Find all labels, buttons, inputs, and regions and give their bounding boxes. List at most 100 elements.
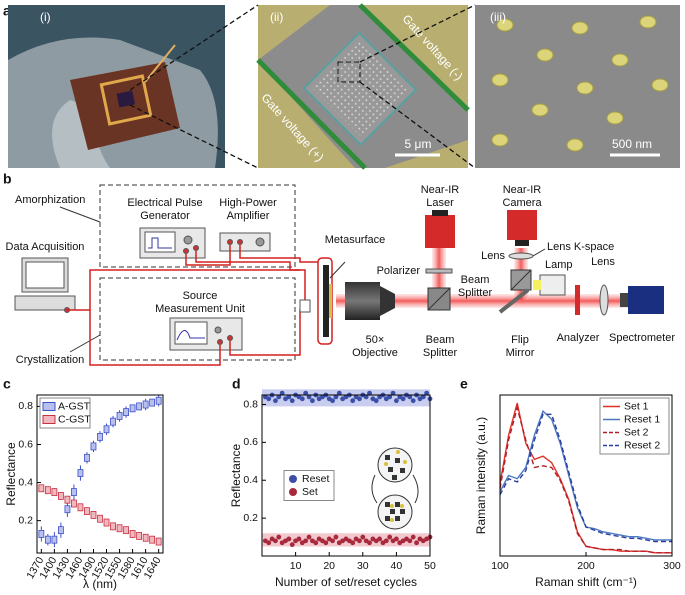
box <box>116 412 123 420</box>
box <box>116 524 123 533</box>
point <box>363 394 369 400</box>
label: High-Power <box>219 197 277 209</box>
label: Beam <box>461 274 490 286</box>
point <box>400 396 406 402</box>
instruments <box>14 227 271 351</box>
point <box>276 534 282 540</box>
point <box>336 390 342 396</box>
box <box>71 499 77 508</box>
box <box>97 514 103 523</box>
point <box>279 390 285 396</box>
legend-label: Set 1 <box>624 400 649 412</box>
point <box>286 394 292 400</box>
image-label: (ii) <box>270 10 283 24</box>
label: Beam <box>426 334 455 346</box>
label: Objective <box>352 347 398 359</box>
box <box>38 530 45 538</box>
y-tick-label: 0.2 <box>18 514 33 526</box>
label: Spectrometer <box>609 332 675 344</box>
box <box>90 511 97 519</box>
plot-frame <box>36 394 164 554</box>
point <box>310 398 315 404</box>
box <box>123 526 129 535</box>
y-tick-label: 0.4 <box>18 476 33 488</box>
legend-label: Reset 2 <box>624 439 660 451</box>
box <box>123 408 129 417</box>
point <box>303 390 309 396</box>
scale-bar-label: 5 μm <box>405 137 432 151</box>
box <box>38 484 45 493</box>
point <box>266 540 272 546</box>
box <box>110 417 116 426</box>
micrograph-pillars <box>475 5 680 168</box>
point <box>266 396 272 402</box>
image-label: (i) <box>40 10 51 24</box>
box <box>64 505 71 514</box>
line <box>499 413 672 543</box>
legend-box <box>599 397 670 455</box>
box <box>142 533 149 542</box>
box <box>77 503 84 512</box>
leader <box>59 206 101 223</box>
point <box>273 538 278 544</box>
label: Laser <box>426 197 454 209</box>
point <box>367 390 372 396</box>
image-label: (iii) <box>490 10 506 24</box>
point <box>387 534 393 540</box>
y-tick-label: 0.6 <box>243 436 258 448</box>
x-tick-label: 50 <box>424 560 436 572</box>
box <box>129 404 136 413</box>
label: Flip <box>511 334 529 346</box>
panel-label: c <box>3 376 11 392</box>
point <box>414 540 419 546</box>
point <box>407 394 413 400</box>
x-tick-label: 300 <box>663 560 681 572</box>
box <box>110 522 116 531</box>
label: Amorphization <box>15 194 85 206</box>
point <box>357 538 362 544</box>
box <box>97 432 103 441</box>
legend-label: A-GST <box>58 400 91 412</box>
label: Measurement Unit <box>155 303 245 315</box>
point <box>387 394 393 400</box>
legend-label: Reset <box>302 473 330 485</box>
x-axis-title: Raman shift (cm⁻¹) <box>535 575 637 589</box>
point <box>273 398 278 404</box>
box <box>44 486 51 495</box>
label: Metasurface <box>325 234 386 246</box>
label: Polarizer <box>377 265 421 277</box>
label: Lens <box>591 256 615 268</box>
x-tick-label: 40 <box>391 560 403 572</box>
point <box>276 394 282 400</box>
point <box>367 540 372 546</box>
panel-label: a <box>3 3 11 19</box>
label: Analyzer <box>557 332 600 344</box>
x-axis-title: Number of set/reset cycles <box>275 575 417 589</box>
point <box>424 390 430 396</box>
label: 50× <box>366 334 385 346</box>
box <box>77 469 84 477</box>
point <box>303 538 309 544</box>
point <box>323 540 329 546</box>
point <box>350 540 356 546</box>
label: Lamp <box>545 259 573 271</box>
point <box>420 394 426 400</box>
point <box>306 534 312 540</box>
legend-swatch <box>42 402 56 411</box>
point <box>333 534 339 540</box>
label: Lens K-space <box>547 241 614 253</box>
scale-bar-label: 500 nm <box>612 137 652 151</box>
point <box>289 542 295 548</box>
optics <box>323 210 664 337</box>
legend-label: Set 2 <box>624 426 649 438</box>
point <box>299 396 305 402</box>
label: Source <box>183 290 218 302</box>
box <box>103 518 110 527</box>
box <box>84 453 90 462</box>
point <box>357 396 362 402</box>
y-tick-label: 0.8 <box>18 400 33 412</box>
label: Splitter <box>458 287 493 299</box>
leader <box>69 334 101 353</box>
y-axis-title: Reflectance <box>229 443 243 507</box>
